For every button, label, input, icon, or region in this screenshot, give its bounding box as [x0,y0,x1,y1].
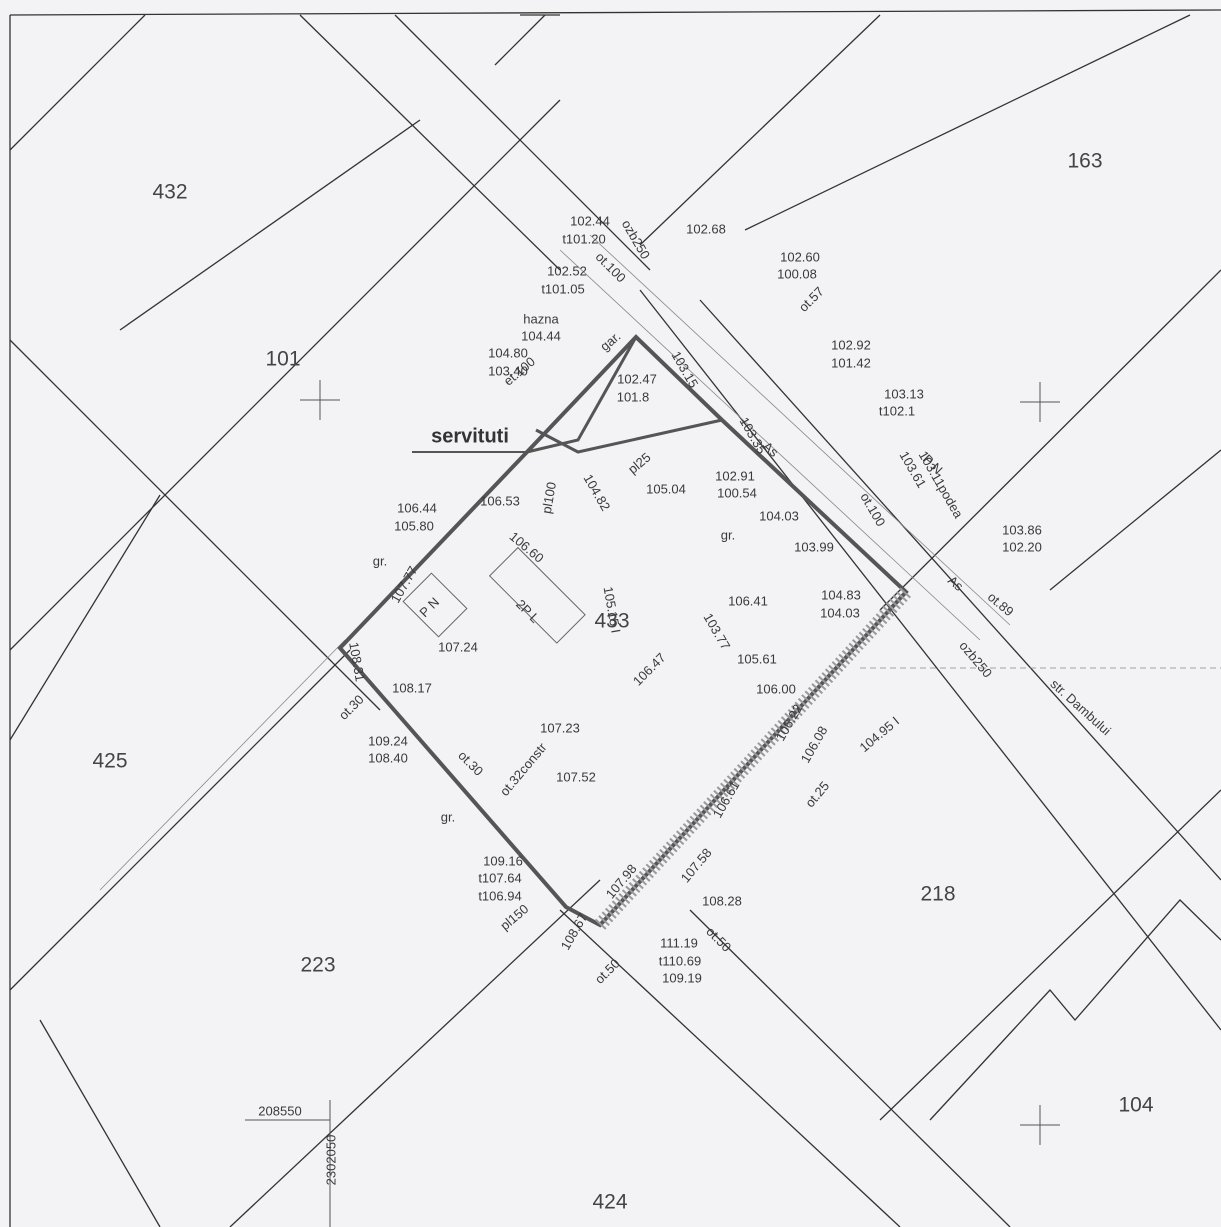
annotation: 106.00 [756,681,796,696]
annotation: 102.60 [780,249,820,264]
annotation: 106.44 [397,500,437,515]
parcel-number: 424 [592,1191,627,1214]
annotation: 105.04 [646,481,686,496]
parcel-number: 218 [920,883,955,906]
annotation: 109.16 [483,853,523,868]
annotation: 100.54 [717,485,757,500]
annotation: 102.91 [715,468,755,483]
parcel-number: 223 [300,954,335,977]
annotation: 102.47 [617,371,657,386]
annotation: 101.42 [831,355,871,370]
annotation: gr. [721,527,735,542]
annotation: gr. [441,809,455,824]
annotation: 109.24 [368,733,408,748]
annotation: 104.83 [821,587,861,602]
annotation: 104.44 [521,328,561,343]
annotation: hazna [523,311,559,326]
annotation: 104.80 [488,345,528,360]
annotation: 103.86 [1002,522,1042,537]
annotation: 104.03 [820,605,860,620]
annotation: 111.19 [660,935,698,950]
annotation: 108.28 [702,893,742,908]
annotation: t101.05 [541,281,584,296]
parcel-number: 104 [1118,1094,1153,1117]
annotation: 106.53 [480,493,520,508]
annotation: t102.1 [879,403,915,418]
annotation: gr. [373,553,387,568]
annotation: 107.23 [540,720,580,735]
annotation: 104.03 [759,508,799,523]
annotation: 102.44 [570,213,610,228]
annotation: 102.20 [1002,539,1042,554]
annotation: 103.13 [884,386,924,401]
annotation: 103.99 [794,539,834,554]
annotation: 102.92 [831,337,871,352]
annotation: 102.52 [547,263,587,278]
annotation: t101.20 [562,231,605,246]
parcel-number: 163 [1067,150,1102,173]
annotation: 108.31 [346,641,368,683]
annotation: t110.69 [659,953,701,968]
annotation: 108.40 [368,750,408,765]
annotation: 2302050 [323,1135,338,1186]
annotation: 100.08 [777,266,817,281]
annotation: 102.68 [686,221,726,236]
parcel-boundaries [9,9,1221,1227]
annotation: 105.80 [394,518,434,533]
annotation: 208550 [258,1103,301,1118]
annotation: t107.64 [478,870,521,885]
parcel-number: 425 [92,750,127,773]
annotation: t106.94 [478,888,521,903]
parcel-433 [245,334,1060,1227]
parcel-number: 433 [594,610,629,633]
parcel-number: 101 [265,348,300,371]
annotation: pl100 [539,481,559,515]
annotation: 103.40 [488,363,528,378]
annotation: 101.8 [617,389,650,404]
annotation: 109.19 [662,970,702,985]
annotation: 105.61 [737,651,777,666]
annotation: 107.24 [438,639,478,654]
annotation: 107.52 [556,769,596,784]
annotation: 106.41 [728,593,768,608]
servitude-label: servituti [431,425,509,447]
parcel-number: 432 [152,181,187,204]
annotation: 108.17 [392,680,432,695]
